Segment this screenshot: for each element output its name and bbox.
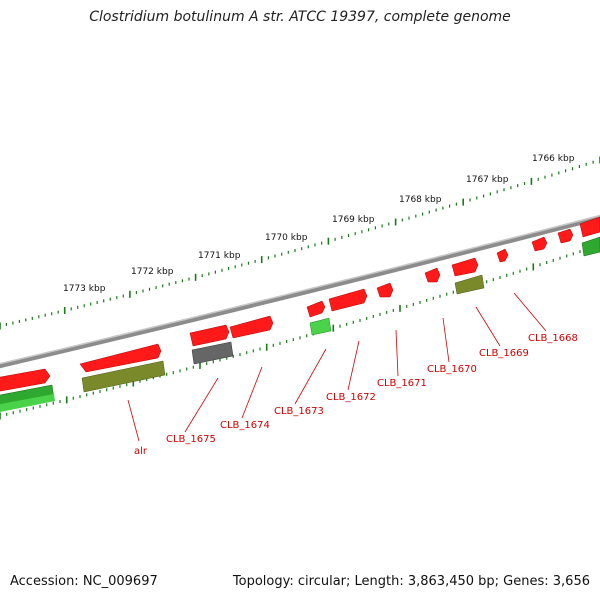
forward-genes [0, 216, 600, 392]
gene-label[interactable]: CLB_1673 [274, 406, 324, 417]
gene-arrow[interactable] [531, 236, 548, 252]
gene-arrow[interactable] [496, 248, 509, 263]
gene-block[interactable] [0, 394, 55, 413]
gene-arrow[interactable] [557, 228, 574, 244]
gene-leader-lines [127, 292, 547, 442]
gene-block[interactable] [309, 317, 332, 336]
gene-arrow[interactable] [328, 288, 368, 312]
gene-arrow[interactable] [451, 257, 479, 277]
gene-arrow[interactable] [229, 315, 274, 339]
genome-stats: Topology: circular; Length: 3,863,450 bp… [232, 574, 590, 589]
scale-label: 1766 kbp [532, 154, 575, 164]
gene-block[interactable] [81, 360, 166, 393]
gene-labels: alr CLB_1675 CLB_1674 CLB_1673 CLB_1672 … [134, 333, 578, 457]
accession-label: Accession: NC_009697 [10, 574, 158, 589]
gene-arrow[interactable] [376, 282, 394, 298]
outer-scale-ring [0, 156, 600, 330]
gene-arrow[interactable] [189, 324, 230, 347]
genome-title: Clostridium botulinum A str. ATCC 19397,… [89, 9, 511, 25]
scale-label: 1769 kbp [332, 215, 375, 225]
genome-backbone-highlight [0, 214, 600, 365]
gene-arrow[interactable] [579, 216, 600, 238]
gene-label[interactable]: CLB_1671 [377, 378, 427, 389]
reverse-genes [0, 236, 600, 413]
gene-label[interactable]: CLB_1672 [326, 392, 376, 403]
gene-block[interactable] [191, 341, 234, 365]
scale-label: 1768 kbp [399, 195, 442, 205]
scale-label: 1770 kbp [265, 233, 308, 243]
gene-arrow[interactable] [424, 267, 441, 283]
gene-block[interactable] [454, 274, 485, 295]
gene-label[interactable]: alr [134, 446, 148, 457]
gene-label[interactable]: CLB_1674 [220, 420, 270, 431]
scale-labels: 1773 kbp 1772 kbp 1771 kbp 1770 kbp 1769… [63, 154, 575, 294]
gene-label[interactable]: CLB_1675 [166, 434, 216, 445]
scale-label: 1773 kbp [63, 284, 106, 294]
genome-backbone [0, 214, 600, 369]
gene-arrow[interactable] [79, 343, 162, 373]
gene-block[interactable] [581, 236, 600, 257]
gene-label[interactable]: CLB_1668 [528, 333, 578, 344]
inner-scale-ring [0, 241, 600, 420]
scale-label: 1771 kbp [198, 251, 241, 261]
gene-label[interactable]: CLB_1669 [479, 348, 529, 359]
scale-label: 1767 kbp [466, 175, 509, 185]
scale-label: 1772 kbp [131, 267, 174, 277]
gene-arrow[interactable] [306, 300, 326, 318]
gene-arrow[interactable] [0, 368, 51, 392]
gene-label[interactable]: CLB_1670 [427, 364, 477, 375]
